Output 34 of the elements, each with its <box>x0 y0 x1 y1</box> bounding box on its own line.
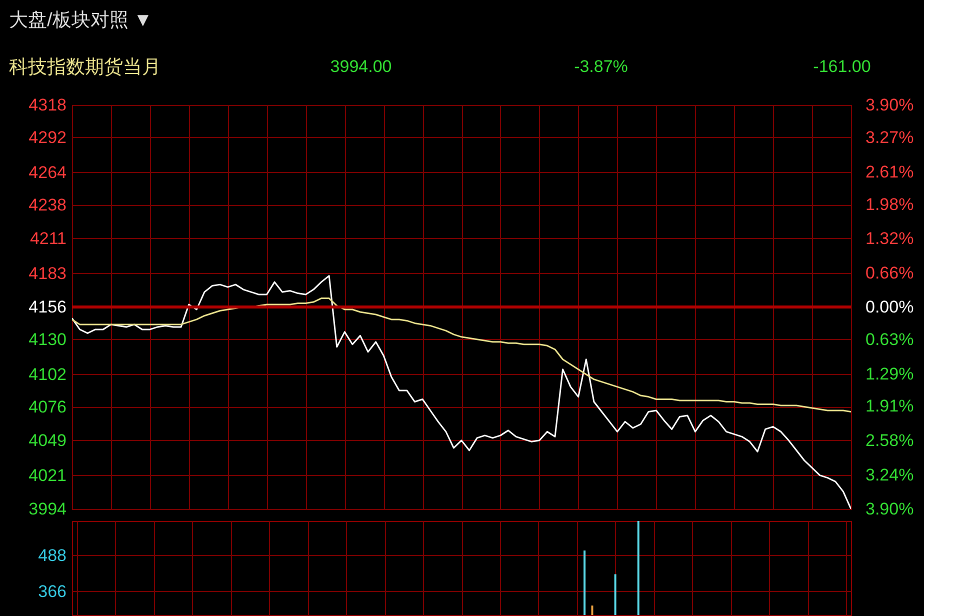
line-series <box>72 298 851 412</box>
y2-tick-label: 0.00% <box>866 298 914 316</box>
y-tick-label: 4102 <box>28 364 66 384</box>
y2-tick-label: 3.90% <box>866 500 914 518</box>
y-tick-label: 4049 <box>28 430 66 450</box>
y-tick-label: 4021 <box>28 466 66 485</box>
y2-tick-label: 1.29% <box>866 364 914 384</box>
y-tick-label: 366 <box>38 582 66 601</box>
y2-tick-label: 1.32% <box>866 229 914 248</box>
y2-tick-label: 0.66% <box>866 263 914 282</box>
y-tick-label: 3994 <box>28 500 66 518</box>
y2-tick-label: 2.61% <box>866 162 914 182</box>
y2-tick-label: 1.98% <box>866 194 914 214</box>
y-tick-label: 4211 <box>30 228 66 248</box>
y-tick-label: 4292 <box>28 128 66 147</box>
text: -3.87% <box>574 57 628 76</box>
chart-title: 科技指数期货当月 <box>9 57 161 78</box>
text: 大盘/板块对照 ▼ <box>9 10 152 31</box>
y-tick-label: 4238 <box>28 195 66 214</box>
y2-tick-label: 3.24% <box>866 465 914 484</box>
y-tick-label: 4156 <box>28 298 66 316</box>
y2-tick-label: 3.90% <box>866 96 914 114</box>
text: 3994.00 <box>330 57 392 76</box>
text: -161.00 <box>813 57 871 76</box>
y-tick-label: 4076 <box>28 397 66 416</box>
y-tick-label: 4264 <box>28 162 66 182</box>
y-tick-label: 4130 <box>28 330 66 349</box>
y-tick-label: 488 <box>38 546 66 565</box>
y-tick-label: 4318 <box>28 96 66 114</box>
y2-tick-label: 2.58% <box>866 431 914 450</box>
y2-tick-label: 0.63% <box>866 330 914 350</box>
y2-tick-label: 3.27% <box>866 128 914 148</box>
y2-tick-label: 1.91% <box>866 396 914 416</box>
y-tick-label: 4183 <box>28 264 66 283</box>
